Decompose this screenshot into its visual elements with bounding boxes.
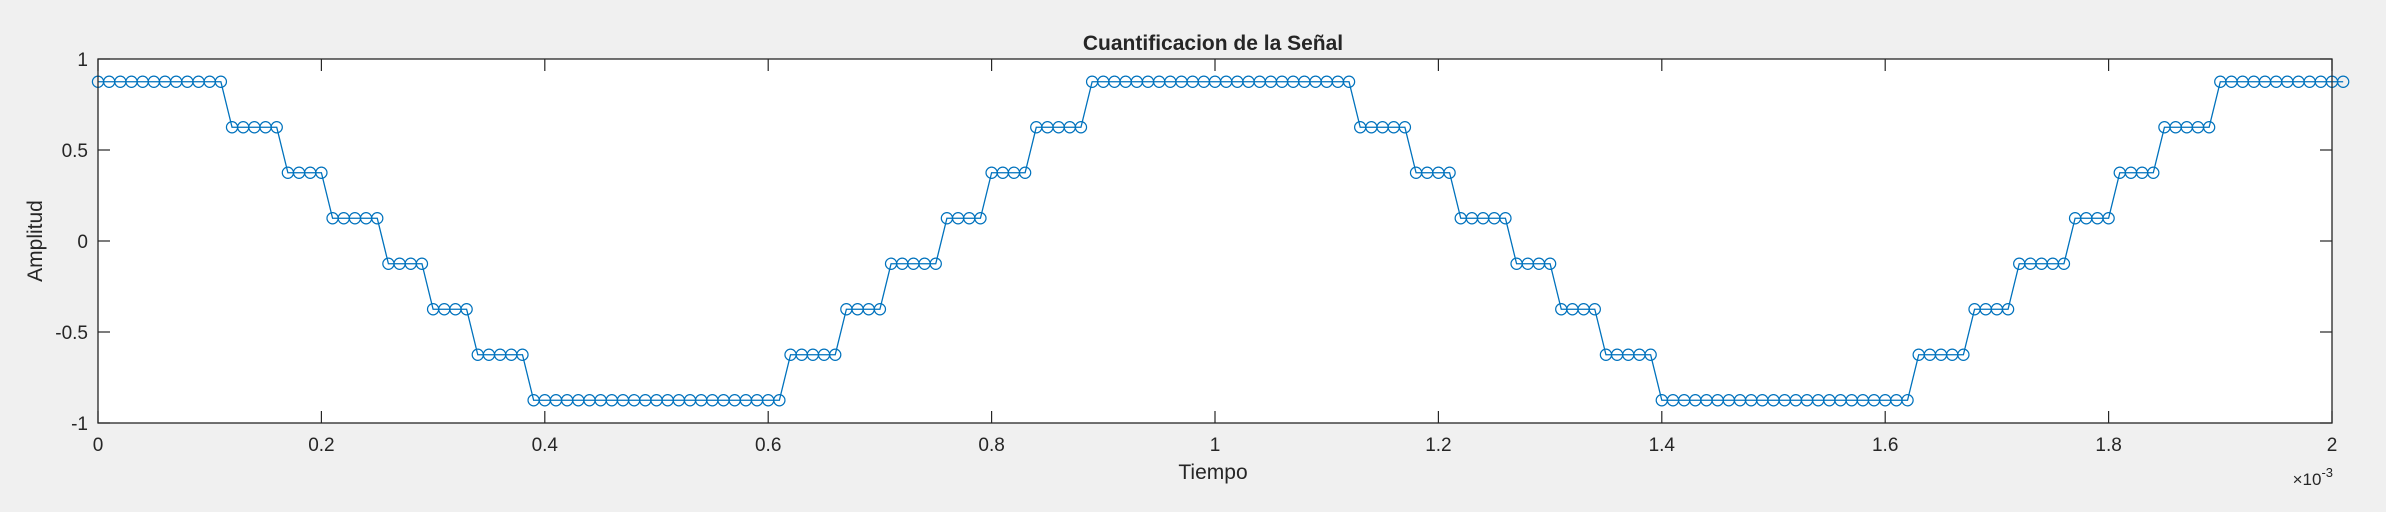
data-point-marker [829,348,842,361]
data-point-marker [516,348,529,361]
x-axis-label: Tiempo [1178,461,1247,484]
x-axis-exponent: ×10-3 [2293,465,2333,489]
x-tick-label: 0.4 [532,435,559,456]
data-point-marker [415,257,429,270]
data-point-marker [974,212,987,225]
data-point-marker [2202,121,2216,134]
plot-area[interactable] [98,59,2332,423]
x-tick-label: 1.2 [1425,435,1451,456]
x-tick-label: 1.6 [1872,435,1898,456]
data-point-marker [1644,348,1657,361]
data-point-marker [2057,257,2071,270]
data-point-marker [1398,121,1412,134]
plot-frame [97,58,2333,424]
data-point-marker [2102,212,2115,225]
data-point-marker [371,212,384,225]
x-tick-label: 2 [2327,435,2338,456]
x-axis-exponent-base: ×10 [2293,470,2322,489]
data-point-marker [1074,121,1088,134]
data-point-marker [2147,166,2160,179]
data-point-marker [270,121,283,134]
axes[interactable]: 0 0.2 0.4 0.6 0.8 1 1.2 1.4 1.6 1.8 2 -1 -0.5 0 0.5 1 [55,50,2350,456]
data-point-marker [1957,348,1970,361]
data-point-marker [873,303,887,316]
y-tick-label: -1 [71,414,88,435]
series-layer [91,75,2350,407]
data-point-marker [460,303,473,316]
data-point-marker [315,166,328,179]
data-point-marker [2336,75,2350,88]
x-tick-label: 1 [1210,435,1221,456]
tick-labels-layer: 0 0.2 0.4 0.6 0.8 1 1.2 1.4 1.6 1.8 2 -1 -0.5 0 0.5 1 [55,50,2337,456]
y-tick-label: 1 [77,50,88,71]
data-point-marker [1499,212,1512,225]
y-tick-label: -0.5 [55,323,88,344]
data-point-marker [2001,303,2015,316]
x-tick-label: 0.6 [755,435,781,456]
y-tick-label: 0 [77,232,88,253]
x-axis-exponent-power: -3 [2321,465,2333,480]
y-axis-label: Amplitud [24,200,47,282]
y-tick-label: 0.5 [62,141,88,162]
data-point-marker [929,257,942,270]
data-point-marker [773,394,786,407]
data-point-marker [1018,166,1032,179]
data-point-marker [214,75,228,88]
data-point-marker [1588,303,1601,316]
data-point-marker [1901,394,1914,407]
x-tick-label: 1.4 [1649,435,1676,456]
data-point-marker [1443,166,1456,179]
data-point-marker [1342,75,1356,88]
x-tick-label: 0.2 [308,435,334,456]
data-point-marker [1543,257,1557,270]
x-tick-label: 0.8 [978,435,1004,456]
x-tick-label: 0 [93,435,104,456]
x-tick-label: 1.8 [2095,435,2121,456]
chart-title: Cuantificacion de la Señal [1083,32,1343,55]
